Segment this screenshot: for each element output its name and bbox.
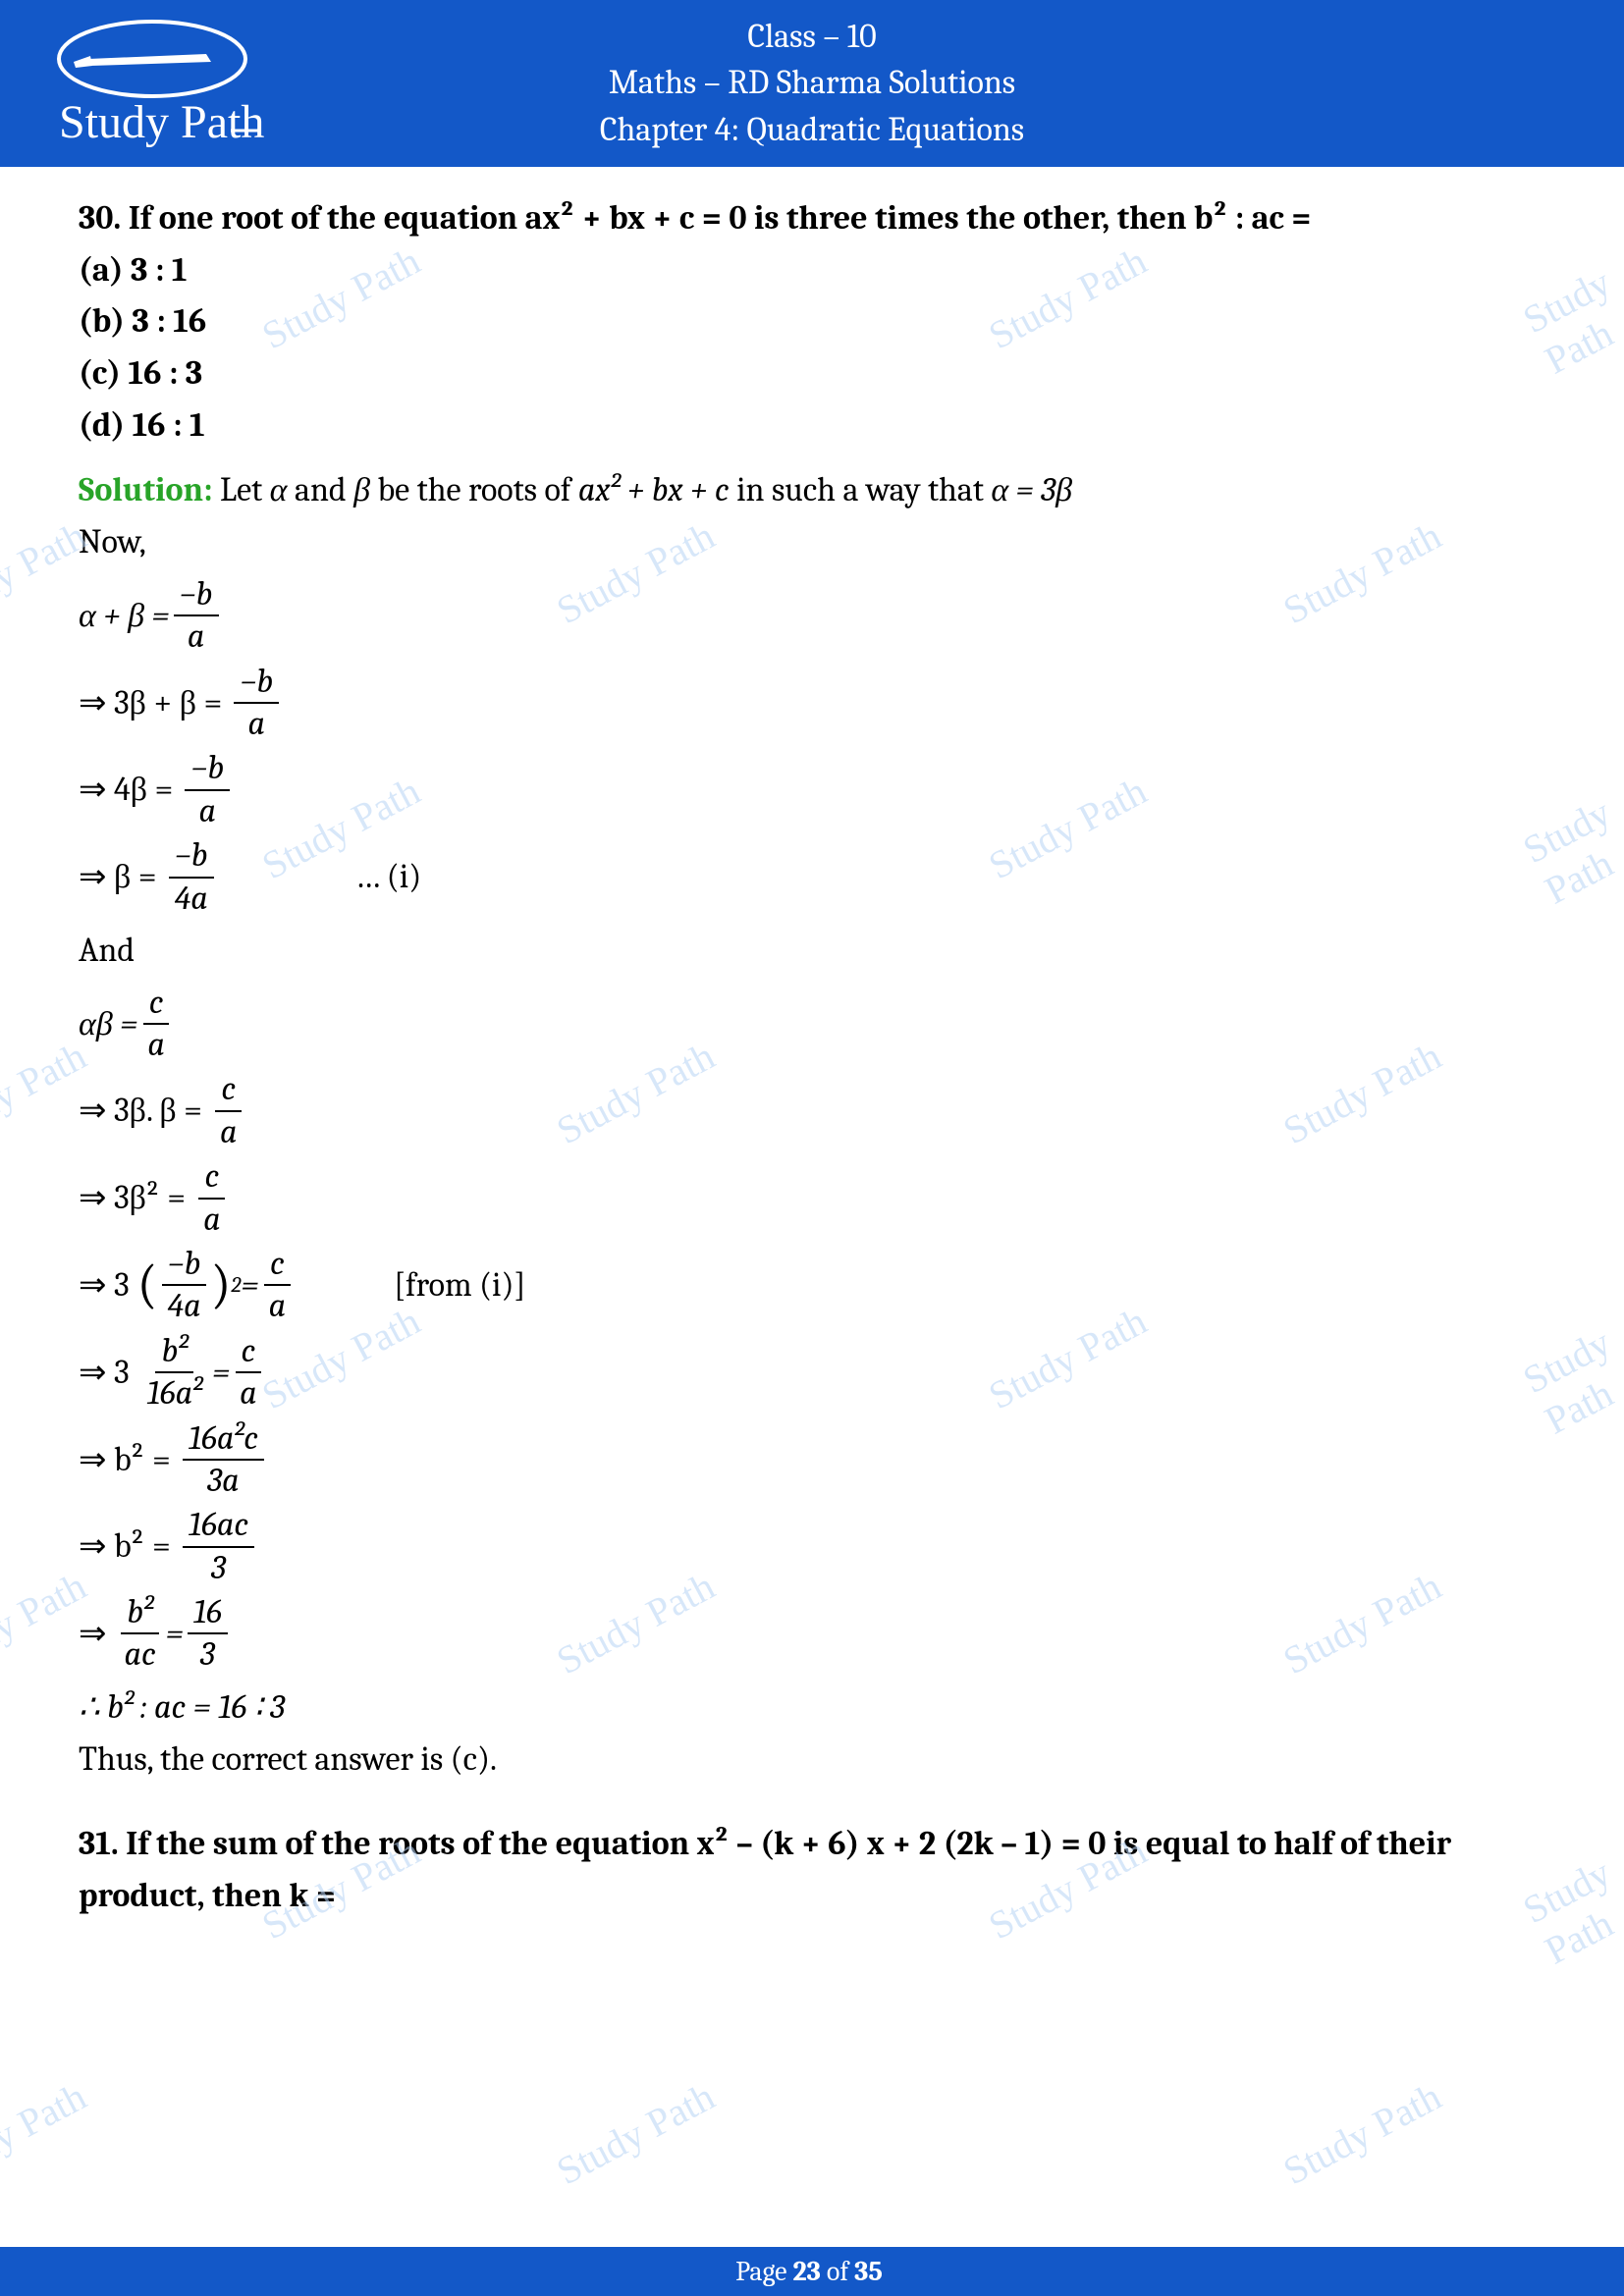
den: a [182,616,211,655]
txt: in such a way that [730,470,992,509]
num: b² [121,1594,159,1634]
q31-text: 31. If the sum of the roots of the equat… [79,1818,1545,1921]
num: −b [174,576,219,616]
eq5: αβ = ca [79,985,1545,1064]
den: 16a² [141,1373,208,1412]
eq7: ⇒ 3β² = ca [79,1158,1545,1238]
solution-label: Solution: [79,470,213,509]
lhs: α + β = [79,590,170,642]
den: 4a [161,1286,206,1324]
eq8: ⇒ 3 ( −b4a )2 = ca [from (i)] [79,1246,1545,1325]
pre: ⇒ β = [79,851,157,903]
eq3: ⇒ 4β = −ba [79,750,1545,829]
footer-prefix: Page [735,2256,786,2287]
num: c [215,1071,242,1111]
beta: β [353,470,370,509]
den: a [193,791,223,829]
pre: ⇒ b² = [79,1521,171,1573]
final-answer: Thus, the correct answer is (c). [79,1734,1545,1786]
pre: ⇒ 3β. β = [79,1085,202,1137]
footer-total: 35 [854,2256,883,2287]
num: c [198,1158,225,1199]
num: −b [234,664,279,704]
lhs: αβ = [79,998,137,1050]
page-footer: Page 23 of 35 [0,2247,1624,2296]
eq12: ⇒ b²ac = 163 [79,1594,1545,1674]
pre: ⇒ 3 [79,1347,130,1399]
num: c [143,985,170,1025]
svg-text:Study Path: Study Path [59,96,264,148]
q30-opt-a: (a) 3 : 1 [79,244,1545,296]
header-class: Class – 10 [600,14,1024,61]
page-header: Study Path Class – 10 Maths – RD Sharma … [0,0,1624,167]
q30-opt-d: (d) 16 : 1 [79,400,1545,452]
num: c [264,1246,291,1286]
exp: 2 [231,1268,241,1302]
q30-opt-b: (b) 3 : 16 [79,295,1545,347]
pre: ⇒ 3β + β = [79,677,222,729]
q30-text: 30. If one root of the equation ax² + bx… [79,192,1545,244]
header-subject: Maths – RD Sharma Solutions [600,60,1024,107]
logo-icon: Study Path [39,15,265,152]
num: 16 [188,1594,228,1634]
num: −b [162,1246,207,1286]
pre: ⇒ 4β = [79,764,173,816]
pre: ⇒ 3 [79,1259,130,1311]
tag: [from (i)] [394,1259,525,1311]
num: −b [169,837,214,878]
den: a [197,1200,227,1238]
txt: Let [213,470,270,509]
tag: … (i) [355,851,421,903]
den: ac [119,1634,162,1673]
eqs: = [166,1608,184,1660]
den: a [141,1025,171,1063]
pre: ⇒ 3β² = [79,1172,186,1224]
den: 3a [201,1461,244,1499]
den: a [263,1286,293,1324]
page-content: 30. If one root of the equation ax² + bx… [0,167,1624,1981]
eq10: ⇒ b² = 16a²c3a [79,1420,1545,1500]
watermark: Study Path [1275,2073,1448,2194]
eqs: = [242,1259,259,1311]
den: 4a [169,879,214,917]
num: 16ac [183,1507,254,1547]
den: a [243,704,272,742]
watermark: Study Path [0,2073,93,2194]
eq11: ⇒ b² = 16ac3 [79,1507,1545,1586]
alpha: α [270,470,288,509]
watermark: Study Path [549,2073,722,2194]
den: a [234,1373,263,1412]
txt: be the roots of [370,470,578,509]
header-chapter: Chapter 4: Quadratic Equations [600,107,1024,154]
eq4: ⇒ β = −b4a … (i) [79,837,1545,917]
txt: and [287,470,353,509]
footer-current: 23 [792,2256,820,2287]
and-label: And [79,925,1545,977]
pre: ⇒ b² = [79,1434,171,1486]
q30-opt-c: (c) 16 : 3 [79,347,1545,400]
cond: α = 3β [991,470,1072,509]
eqs: = [212,1347,230,1399]
num: −b [185,750,230,790]
eq2: ⇒ 3β + β = −ba [79,664,1545,743]
num: 16a²c [183,1420,264,1461]
solution-intro: Solution: Let α and β be the roots of ax… [79,464,1545,516]
eq9: ⇒ 3 b²16a² = ca [79,1333,1545,1413]
den: 3 [205,1548,232,1586]
conclusion: ∴ b² : ac = 16 ∶ 3 [79,1682,1545,1734]
num: b² [155,1333,193,1373]
now-label: Now, [79,516,1545,568]
den: a [214,1112,244,1150]
poly: ax² + bx + c [578,470,730,509]
eq1: α + β = −ba [79,576,1545,656]
pre: ⇒ [79,1608,107,1660]
num: c [236,1333,262,1373]
eq6: ⇒ 3β. β = ca [79,1071,1545,1150]
den: 3 [194,1634,221,1673]
footer-mid: of [827,2256,848,2287]
